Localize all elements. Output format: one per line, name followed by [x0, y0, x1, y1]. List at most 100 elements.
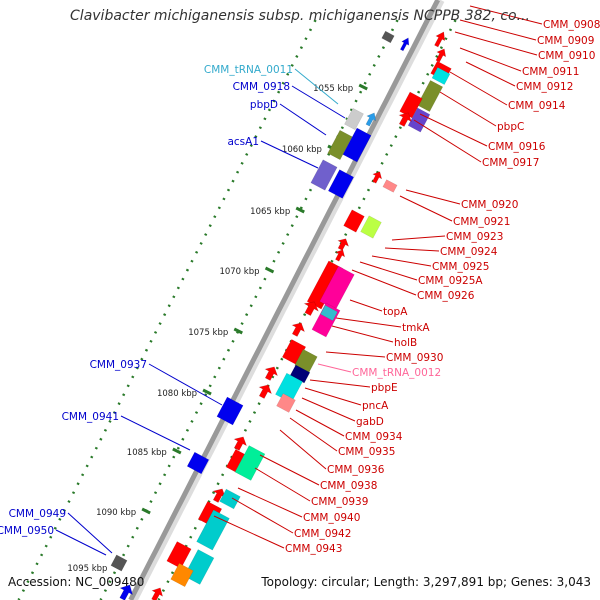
scale-tick [295, 206, 305, 214]
plus-strand-gene-7[interactable] [327, 169, 355, 199]
leader-line [335, 317, 402, 328]
gene-label-acsa1[interactable]: acsA1 [227, 136, 259, 148]
gene-label-cmm-0921[interactable]: CMM_0921 [453, 216, 510, 228]
minus-strand-gene-25[interactable] [256, 382, 275, 401]
minus-strand-gene-30[interactable] [210, 486, 229, 505]
minus-strand-gene-27[interactable] [231, 434, 250, 453]
leader-line [301, 397, 356, 422]
gene-label-cmm-0908[interactable]: CMM_0908 [543, 19, 600, 31]
minus-strand-gene-4[interactable] [416, 80, 444, 112]
minus-strand-gene-34[interactable] [166, 541, 192, 569]
scale-tick [202, 388, 212, 396]
gene-label-cmm-0936[interactable]: CMM_0936 [327, 464, 385, 476]
gene-label-cmm-0939[interactable]: CMM_0939 [311, 496, 368, 508]
plus-strand-gene-2[interactable] [344, 107, 364, 131]
minus-strand-gene-13[interactable] [333, 247, 347, 262]
plus-strand-gene-10[interactable] [110, 554, 128, 572]
gene-label-cmm-0938[interactable]: CMM_0938 [320, 480, 377, 492]
minus-strand-gene-18[interactable] [320, 304, 338, 322]
plus-strand-gene-1[interactable] [398, 36, 412, 52]
gene-label-holb[interactable]: holB [394, 337, 417, 349]
leader-line [120, 415, 191, 451]
gene-label-cmm-0917[interactable]: CMM_0917 [482, 157, 539, 169]
minus-strand-gene-3[interactable] [431, 67, 451, 85]
minus-strand-gene-12[interactable] [335, 236, 351, 252]
gene-label-cmm-0910[interactable]: CMM_0910 [538, 50, 595, 62]
gene-label-cmm-0923[interactable]: CMM_0923 [446, 231, 503, 243]
gene-label-cmm-0925a[interactable]: CMM_0925A [418, 275, 483, 287]
gene-label-cmm-0912[interactable]: CMM_0912 [516, 81, 573, 93]
minus-strand-gene-36[interactable] [170, 562, 194, 588]
minus-strand-gene-10[interactable] [343, 209, 365, 233]
genome-backbone [128, 0, 441, 600]
gene-label-cmm-0934[interactable]: CMM_0934 [345, 431, 403, 443]
backbone-shadow [130, 0, 445, 600]
minus-strand-gene-8[interactable] [370, 169, 384, 184]
gene-label-gabd[interactable]: gabD [356, 416, 384, 428]
gene-label-cmm-0918[interactable]: CMM_0918 [233, 81, 290, 93]
scale-tick-label: 1060 kbp [282, 145, 322, 155]
minus-strand-gene-24[interactable] [262, 364, 281, 383]
leader-line [231, 497, 294, 534]
plus-strand-gene-11[interactable] [116, 582, 136, 600]
gene-label-pbpe[interactable]: pbpE [371, 382, 398, 394]
gene-label-cmm-0926[interactable]: CMM_0926 [417, 290, 475, 302]
scale-tick-label: 1080 kbp [157, 389, 197, 399]
gene-label-cmm-0911[interactable]: CMM_0911 [522, 66, 579, 78]
plus-strand-gene-3[interactable] [363, 110, 378, 127]
gene-label-cmm-0943[interactable]: CMM_0943 [285, 543, 342, 555]
gene-label-cmm-0949[interactable]: CMM_0949 [9, 508, 66, 520]
gene-label-cmm-trna-0012[interactable]: CMM_tRNA_0012 [352, 367, 441, 379]
gene-label-pbpc[interactable]: pbpC [497, 121, 524, 133]
minus-strand-gene-33[interactable] [196, 509, 230, 551]
gene-label-cmm-0925[interactable]: CMM_0925 [432, 261, 489, 273]
scale-tick-label: 1070 kbp [219, 267, 259, 277]
gene-label-cmm-0935[interactable]: CMM_0935 [338, 446, 395, 458]
gene-label-cmm-0916[interactable]: CMM_0916 [488, 141, 546, 153]
gene-label-tmka[interactable]: tmkA [402, 322, 430, 334]
plus-strand-gene-8[interactable] [216, 396, 244, 426]
gene-label-topa[interactable]: topA [383, 306, 408, 318]
gene-label-cmm-0930[interactable]: CMM_0930 [386, 352, 443, 364]
scale-tick [358, 83, 368, 91]
minus-strand-gene-9[interactable] [382, 179, 398, 193]
plus-strand-gene-9[interactable] [186, 451, 210, 475]
minus-strand-gene-35[interactable] [183, 549, 215, 585]
minus-strand-gene-26[interactable] [276, 393, 296, 413]
leader-line [459, 19, 537, 41]
gene-label-cmm-0909[interactable]: CMM_0909 [537, 35, 594, 47]
gene-label-cmm-trna-0011[interactable]: CMM_tRNA_0011 [204, 64, 293, 76]
gene-label-pbpd[interactable]: pbpD [250, 99, 278, 111]
leader-line [279, 103, 327, 136]
gene-label-cmm-0940[interactable]: CMM_0940 [303, 512, 360, 524]
scale-tick [172, 447, 182, 455]
plus-strand-gene-0[interactable] [381, 30, 395, 44]
leader-line [391, 235, 446, 241]
minus-strand-gene-19[interactable] [289, 320, 308, 339]
minus-strand-gene-16[interactable] [301, 298, 322, 318]
plus-strand-gene-6[interactable] [310, 159, 338, 191]
leader-line [279, 429, 327, 470]
minus-strand-gene-11[interactable] [360, 215, 382, 239]
plus-strand-gene-5[interactable] [342, 127, 372, 163]
minus-strand-gene-6[interactable] [407, 107, 431, 133]
scale-tick-label: 1065 kbp [250, 207, 290, 217]
gene-label-cmm-0914[interactable]: CMM_0914 [508, 100, 566, 112]
gene-label-cmm-0941[interactable]: CMM_0941 [62, 411, 119, 423]
gene-label-cmm-0920[interactable]: CMM_0920 [461, 199, 518, 211]
minus-strand-gene-37[interactable] [148, 585, 165, 600]
accession-text: Accession: NC_009480 [8, 575, 145, 589]
plus-strand-gene-4[interactable] [327, 129, 353, 161]
gene-label-cmm-0937[interactable]: CMM_0937 [90, 359, 147, 371]
leader-line [449, 71, 508, 106]
minus-strand-gene-31[interactable] [219, 488, 241, 510]
minus-strand-gene-0[interactable] [432, 30, 448, 49]
minus-strand-gene-7[interactable] [396, 110, 415, 129]
minus-strand-gene-1[interactable] [433, 46, 448, 63]
gene-label-cmm-0950[interactable]: CMM_0950 [0, 525, 54, 537]
minus-strand-gene-29[interactable] [234, 445, 266, 481]
gene-label-cmm-0942[interactable]: CMM_0942 [294, 528, 351, 540]
gene-label-cmm-0924[interactable]: CMM_0924 [440, 246, 498, 258]
gene-label-pnca[interactable]: pncA [362, 400, 389, 412]
scale-tick-label: 1095 kbp [67, 564, 107, 574]
